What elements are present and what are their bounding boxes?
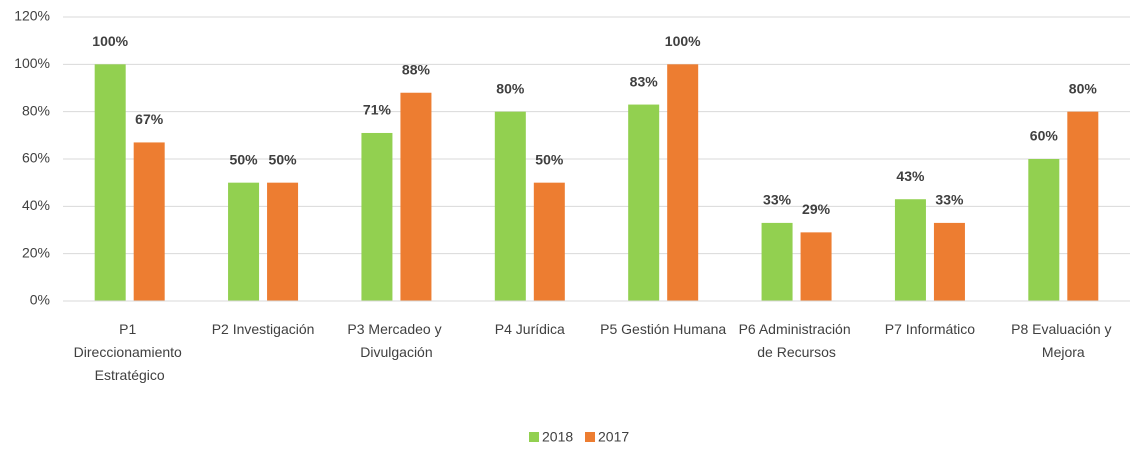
data-label: 33% [763,192,792,208]
data-label: 50% [269,151,298,167]
x-tick-label: P3 Mercadeo y Divulgación [347,321,445,360]
bar [94,64,126,301]
data-label: 43% [896,168,925,184]
y-tick-label: 20% [22,244,50,260]
x-tick-line: Direccionamiento [74,344,186,360]
data-label: 100% [665,33,701,49]
bar [133,142,165,301]
bar [361,132,393,301]
x-tick-line: P4 Jurídica [495,321,565,337]
legend-label: 2017 [598,429,629,445]
x-tick-label: P7 Informático [885,321,975,337]
data-label: 29% [802,201,831,217]
data-label: 50% [535,151,564,167]
data-label: 80% [496,80,525,96]
x-tick-label: P1 Direccionamiento Estratégico [74,321,186,383]
bar [628,104,660,301]
y-tick-label: 0% [30,292,50,308]
data-label: 33% [935,192,964,208]
x-tick-line: P1 [119,321,140,337]
x-tick-line: P3 Mercadeo y [347,321,445,337]
bar [400,92,432,301]
bar [667,64,699,301]
y-tick-label: 100% [14,55,50,71]
bar [1028,159,1060,301]
data-label: 60% [1030,128,1059,144]
bar [228,182,260,301]
bar [494,111,526,302]
bar [761,222,793,301]
legend-swatch [585,432,595,442]
x-tick-line: P8 Evaluación y [1011,321,1115,337]
x-tick-line: P5 Gestión Humana [600,321,726,337]
x-tick-line: Estratégico [95,367,165,383]
bar [800,232,832,301]
legend-swatch [529,432,539,442]
y-tick-label: 80% [22,102,50,118]
x-tick-line: P6 Administración [739,321,855,337]
x-tick-label: P5 Gestión Humana [600,321,726,337]
bar [267,182,299,301]
data-label: 67% [135,111,164,127]
x-tick-label: P2 Investigación [212,321,315,337]
x-tick-line: P2 Investigación [212,321,315,337]
x-tick-line: P7 Informático [885,321,975,337]
y-tick-label: 40% [22,197,50,213]
data-label: 100% [92,33,128,49]
x-tick-label: P6 Administración de Recursos [739,321,855,360]
data-label: 50% [230,151,259,167]
y-tick-label: 120% [14,8,50,24]
data-label: 83% [630,73,659,89]
bar [1067,111,1099,302]
x-tick-line: Divulgación [360,344,432,360]
bar [894,199,926,301]
x-tick-line: Mejora [1042,344,1085,360]
data-label: 71% [363,102,392,118]
x-tick-line: de Recursos [757,344,836,360]
data-label: 80% [1069,80,1098,96]
data-label: 88% [402,61,431,77]
legend-label: 2018 [542,429,573,445]
bar [533,182,565,301]
bar [933,222,965,301]
x-tick-label: P8 Evaluación y Mejora [1011,321,1115,360]
y-tick-label: 60% [22,150,50,166]
x-tick-label: P4 Jurídica [495,321,565,337]
